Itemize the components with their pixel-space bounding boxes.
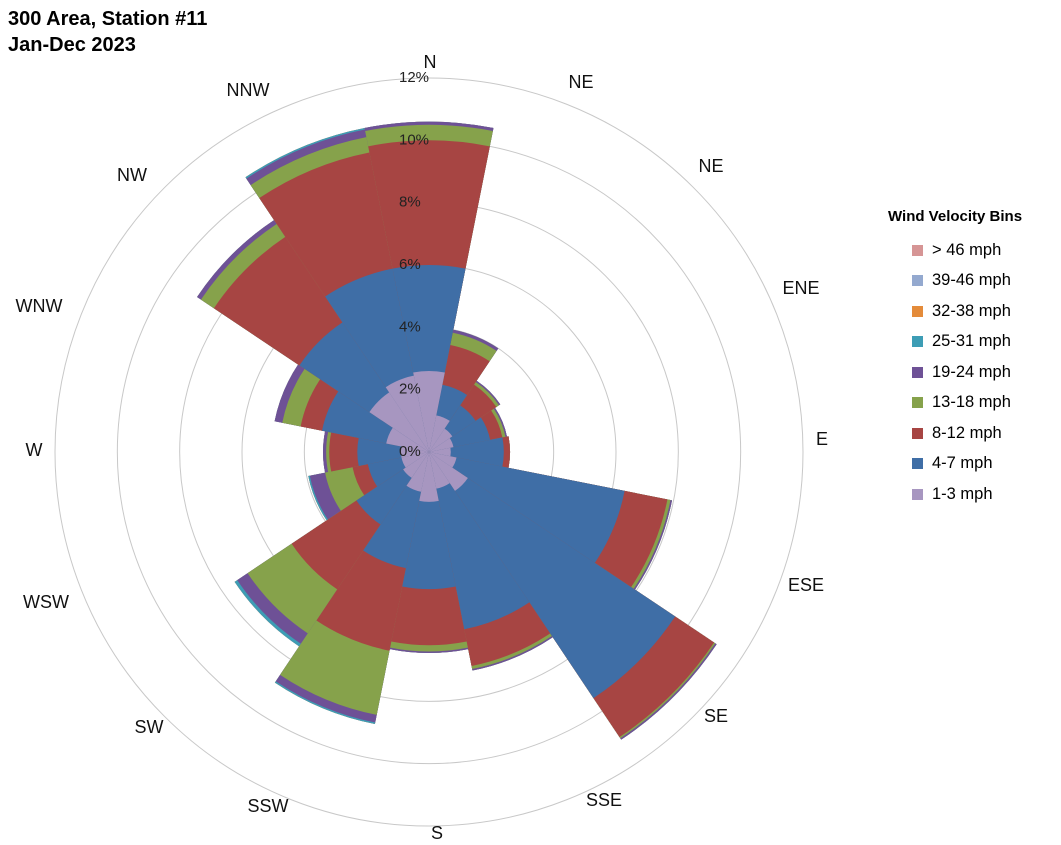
legend-swatch	[912, 488, 923, 500]
direction-label-wsw: WSW	[23, 592, 69, 612]
chart-title: 300 Area, Station #11 Jan-Dec 2023	[8, 6, 207, 58]
wedge-4-7-mph-0	[392, 264, 466, 452]
chart-title-line-2: Jan-Dec 2023	[8, 34, 136, 56]
direction-labels: N NE NE ENE E ESE SE SSE S SSW SW WSW W WNW NW NNW	[16, 52, 829, 843]
legend-swatch	[912, 427, 923, 439]
legend-label: 25-31 mph	[932, 332, 1011, 351]
wedge-4-7-mph-7	[429, 452, 530, 630]
wedge-1-3-mph-2	[429, 428, 453, 452]
legend-item: 13-18 mph	[912, 388, 1022, 419]
wedge-1-3-mph-1	[429, 415, 450, 452]
wedge-1-3-mph-6	[429, 452, 468, 491]
legend-swatch	[912, 458, 923, 470]
wedge-1-3-mph-15	[385, 375, 429, 452]
wedge-1-3-mph-10	[403, 452, 429, 478]
direction-label-ssw: SSW	[247, 796, 288, 816]
direction-label-sse: SSE	[586, 790, 622, 810]
direction-label-n: N	[424, 52, 437, 72]
direction-label-sw: SW	[135, 717, 164, 737]
legend-label: 32-38 mph	[932, 301, 1011, 320]
wedge-4-7-mph-12	[357, 438, 429, 466]
legend-item: 32-38 mph	[912, 296, 1022, 327]
direction-label-wnw: WNW	[16, 296, 63, 316]
legend-swatch	[912, 244, 923, 256]
direction-label-ene: ENE	[782, 278, 819, 298]
wedge-1-3-mph-0	[413, 370, 445, 452]
legend-label: 8-12 mph	[932, 423, 1002, 442]
chart-title-line-1: 300 Area, Station #11	[8, 8, 208, 30]
wedge-1-3-mph-13	[386, 427, 429, 452]
direction-label-se: SE	[704, 706, 728, 726]
legend-swatch	[912, 336, 923, 348]
legend-label: 39-46 mph	[932, 271, 1011, 290]
wedge-1-3-mph-9	[406, 452, 429, 492]
radial-tick-label: 6%	[399, 256, 421, 273]
legend-swatch	[912, 275, 923, 287]
direction-label-w: W	[26, 440, 43, 460]
wedge-1-3-mph-8	[419, 452, 439, 502]
legend-label: > 46 mph	[932, 240, 1002, 259]
legend-item: 4-7 mph	[912, 449, 1022, 480]
legend-item: 25-31 mph	[912, 327, 1022, 358]
radial-tick-label: 0%	[399, 443, 421, 460]
direction-label-ne: NE	[698, 156, 723, 176]
direction-label-nnw: NNW	[227, 80, 270, 100]
wedge-4-7-mph-4	[429, 437, 504, 467]
wedge-4-7-mph-5	[429, 452, 625, 563]
radial-tick-labels: 0% 2% 4% 6% 8% 10% 12%	[399, 69, 429, 460]
radial-tick-label: 4%	[399, 318, 421, 335]
radial-tick-label: 2%	[399, 381, 421, 398]
direction-label-nw: NW	[117, 165, 147, 185]
grid-ring	[54, 77, 804, 827]
legend-label: 13-18 mph	[932, 393, 1011, 412]
legend-title: Wind Velocity Bins	[888, 208, 1023, 225]
legend: Wind Velocity Bins > 46 mph 39-46 mph 32-3…	[888, 208, 1022, 510]
legend-swatch	[912, 366, 923, 378]
legend-swatch	[912, 305, 923, 317]
wedge-stack	[197, 121, 717, 740]
direction-label-ne: NE	[568, 72, 593, 92]
wedge-4-7-mph-8	[402, 452, 456, 590]
legend-items: > 46 mph 39-46 mph 32-38 mph 25-31 mph 19-24…	[888, 235, 1022, 510]
legend-label: 19-24 mph	[932, 362, 1011, 381]
wedge-1-3-mph-4	[429, 447, 451, 457]
wedge-1-3-mph-14	[369, 392, 429, 452]
legend-item: > 46 mph	[912, 235, 1022, 266]
legend-item: 1-3 mph	[912, 479, 1022, 510]
legend-item: 8-12 mph	[912, 418, 1022, 449]
wedge-4-7-mph-6	[429, 452, 676, 699]
radial-tick-label: 8%	[399, 194, 421, 211]
wedge-1-3-mph-3	[429, 438, 454, 452]
legend-swatch	[912, 397, 923, 409]
direction-label-ese: ESE	[788, 575, 824, 595]
wedge-1-3-mph-7	[429, 452, 450, 489]
legend-label: 1-3 mph	[932, 484, 993, 503]
legend-label: 4-7 mph	[932, 454, 993, 473]
radial-tick-label: 10%	[399, 131, 429, 148]
legend-item: 39-46 mph	[912, 266, 1022, 297]
wedge-1-3-mph-5	[429, 452, 457, 468]
wedge-1-3-mph-12	[400, 446, 429, 458]
legend-item: 19-24 mph	[912, 357, 1022, 388]
direction-label-s: S	[431, 823, 443, 843]
direction-label-e: E	[816, 429, 828, 449]
wedge-1-3-mph-11	[401, 452, 429, 468]
radial-tick-label: 12%	[399, 69, 429, 86]
